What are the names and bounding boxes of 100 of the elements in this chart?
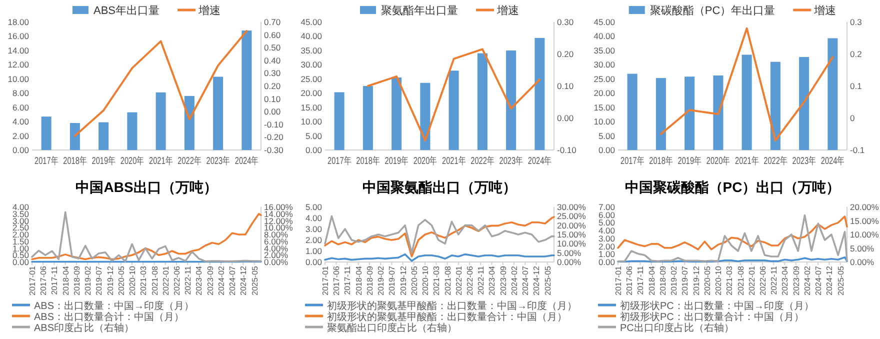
y2-tick-label: 0.30	[557, 17, 574, 27]
x-tick-label: 2021-03	[432, 265, 442, 296]
y-tick-label: 3.00	[598, 233, 616, 244]
legend-label: 初级形状的聚氨基甲酸酯：出口数量：中国→印度（月）	[327, 300, 577, 312]
y2-tick-label: -0.20	[264, 132, 284, 142]
x-tick-label: 2019-12	[398, 265, 408, 296]
legend-label: ABS：出口数量合计：中国（月）	[34, 311, 184, 323]
bar	[242, 30, 252, 150]
legend-label: PC出口印度占比（右轴）	[620, 322, 734, 334]
x-tick-label: 2020-05	[410, 265, 419, 296]
x-tick-label: 2021-03	[139, 265, 148, 296]
x-tick-label: 2019-02	[670, 265, 679, 296]
bar	[799, 56, 810, 150]
legend-label: 初级形状的聚氨基甲酸酯：出口数量合计：中国（月）	[327, 311, 567, 323]
x-tick-label: 2023-04	[194, 265, 204, 296]
y-tick-label: 6.00	[12, 102, 30, 112]
x-tick-label: 2023-04	[780, 265, 790, 296]
bar	[684, 76, 695, 150]
bar	[534, 38, 545, 150]
y2-tick-label: 10.00%	[850, 230, 880, 240]
y2-tick-label: 20.00%	[850, 202, 880, 212]
legend-label: 初级形状PC：出口数量：中国→印度（月）	[620, 300, 814, 312]
x-tick-label: 2024-02	[802, 265, 812, 296]
x-tick-label: 2019-02	[84, 265, 93, 296]
y-tick-label: 20.00	[594, 88, 616, 98]
x-tick-label: 2021-08	[443, 265, 452, 296]
y-tick-label: 5.00	[305, 202, 322, 212]
bar	[828, 38, 838, 150]
x-tick-label: 2024-12	[239, 265, 248, 296]
y2-tick-label: -0.10	[264, 119, 284, 130]
y-tick-label: 35.00	[594, 45, 616, 56]
bar	[70, 122, 80, 150]
bar	[213, 76, 224, 150]
bar	[477, 53, 488, 150]
y2-tick-label: 0.20	[264, 81, 281, 91]
bar	[334, 92, 344, 150]
x-tick-label: 2017-11	[636, 265, 646, 295]
x-tick-label: 2022-06	[172, 265, 182, 296]
x-tick-label: 2024年	[820, 155, 854, 167]
x-tick-label: 2020-10	[421, 265, 430, 296]
y2-tick-label: 20.00%	[557, 220, 586, 230]
x-tick-label: 2022-11	[476, 265, 486, 295]
y2-tick-label: 0.70	[264, 17, 281, 27]
x-tick-label: 2019-07	[388, 265, 397, 296]
y2-tick-label: 30.00%	[557, 202, 586, 212]
x-tick-label: 2024-07	[521, 265, 530, 296]
bar	[627, 74, 638, 150]
x-tick-label: 2017-11	[50, 265, 60, 295]
x-tick-label: 2024-07	[814, 265, 824, 296]
bar	[392, 77, 402, 150]
y-tick-label: 2.00	[305, 235, 322, 245]
y2-tick-label: 0.50	[264, 42, 281, 53]
y-tick-label: 25.00	[594, 74, 616, 84]
line-series	[660, 27, 834, 142]
y-tick-label: 5.00	[598, 130, 616, 141]
x-tick-label: 2025-05	[543, 265, 552, 296]
x-tick-label: 2019-12	[692, 265, 701, 296]
x-tick-label: 2018-09	[658, 265, 668, 296]
legend-label: 增速	[198, 4, 221, 17]
bar	[156, 92, 166, 150]
y2-tick-label: 25.00%	[557, 211, 586, 222]
y2-tick-label: 0.40	[264, 55, 281, 66]
bar	[127, 112, 138, 150]
y-tick-label: 0.00	[598, 257, 616, 267]
y-tick-label: 40.00	[300, 31, 322, 42]
y-tick-label: 15.00	[594, 102, 616, 112]
x-tick-label: 2020-10	[128, 265, 138, 296]
x-tick-label: 2018-09	[365, 265, 374, 296]
y2-tick-label: -0.30	[264, 145, 284, 155]
y-tick-label: 5.00	[305, 130, 322, 141]
legend-label: 聚氨酯出口印度占比（右轴）	[327, 322, 457, 334]
y-tick-label: 20.00	[300, 88, 322, 98]
x-tick-label: 2024年	[528, 155, 560, 167]
line-series	[74, 30, 248, 137]
y2-tick-label: 0.60	[264, 30, 281, 40]
x-tick-label: 2023-09	[206, 265, 215, 296]
y2-tick-label: 0.2	[850, 49, 862, 59]
y2-tick-label: -0.1	[850, 145, 865, 155]
legend-label: ABS年出口量	[93, 4, 160, 17]
legend-label: ABS：出口数量：中国→印度（月）	[34, 300, 194, 312]
x-tick-label: 2024-07	[228, 265, 238, 296]
x-tick-label: 2018-04	[647, 265, 656, 296]
y2-tick-label: 0.10	[264, 94, 281, 104]
x-tick-label: 2020-05	[702, 265, 712, 296]
x-tick-label: 2019-02	[376, 265, 386, 296]
bar	[713, 75, 724, 150]
y-tick-label: 40.00	[594, 31, 616, 42]
x-tick-label: 2018-04	[354, 265, 364, 296]
x-tick-label: 2017-01	[28, 265, 37, 296]
x-tick-label: 2022-06	[758, 265, 768, 296]
y2-tick-label: -0.10	[557, 145, 577, 155]
y-tick-label: 30.00	[594, 60, 616, 70]
chart-title: 中国聚氨酯出口（万吨）	[362, 179, 516, 195]
x-tick-label: 2017-06	[332, 265, 342, 296]
x-tick-label: 2021-03	[725, 265, 734, 296]
line-series	[366, 48, 541, 142]
legend-label: 增速	[813, 4, 836, 17]
y-tick-label: 1.00	[598, 249, 616, 260]
x-tick-label: 2017-01	[614, 265, 623, 296]
y-tick-label: 10.00	[8, 74, 30, 84]
